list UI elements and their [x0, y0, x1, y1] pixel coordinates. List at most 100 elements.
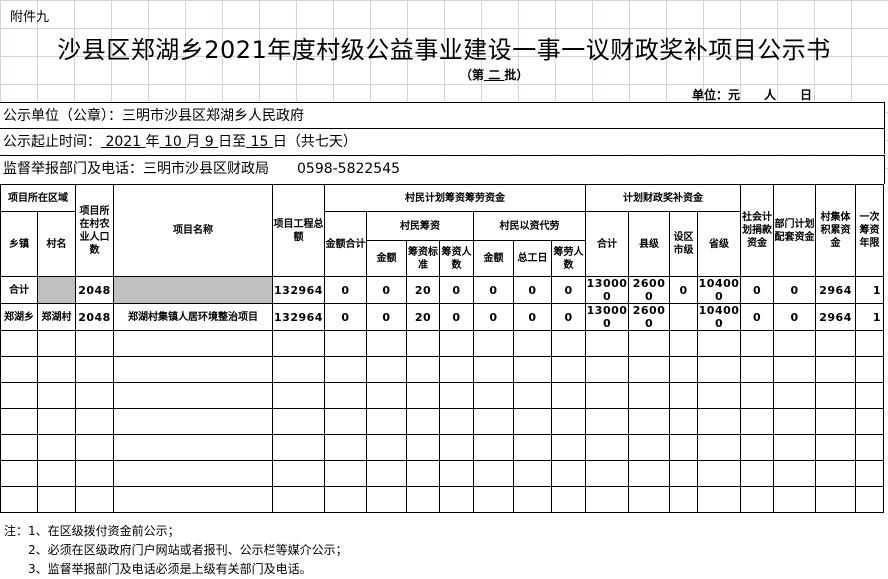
empty-row — [0, 408, 885, 435]
cell-city: 0 — [669, 276, 699, 304]
empty-cell — [272, 408, 325, 435]
empty-cell — [669, 382, 699, 409]
empty-cell — [550, 434, 587, 461]
header-villager-funds: 村民计划筹资筹劳资金 — [323, 184, 587, 212]
empty-cell — [815, 460, 857, 487]
cell-town: 郑湖乡 — [0, 303, 38, 331]
empty-cell — [855, 460, 885, 487]
empty-cell — [550, 460, 587, 487]
empty-cell — [628, 330, 671, 357]
empty-cell — [113, 460, 273, 487]
empty-cell — [37, 382, 76, 409]
cell-years: 1 — [855, 276, 885, 304]
empty-cell — [75, 486, 114, 513]
empty-cell — [740, 330, 775, 357]
header-total: 项目工程总额 — [272, 184, 325, 277]
empty-cell — [697, 460, 742, 487]
empty-cell — [406, 356, 440, 383]
cell-village: 郑湖村 — [37, 303, 76, 331]
cell-population: 2048 — [75, 303, 114, 331]
empty-cell — [37, 434, 76, 461]
cell-city — [669, 303, 699, 331]
empty-row — [0, 330, 885, 357]
header-raise-standard: 筹资标准 — [406, 240, 440, 277]
header-collective: 村集体积累资金 — [815, 184, 857, 277]
header-labor: 村民以资代劳 — [472, 211, 587, 241]
empty-cell — [75, 382, 114, 409]
header-labor-amount: 金额 — [473, 240, 514, 277]
header-raise-amount: 金额 — [366, 240, 407, 277]
empty-cell — [815, 408, 857, 435]
empty-cell — [513, 356, 552, 383]
header-raise-people: 筹资人数 — [439, 240, 474, 277]
header-labor-days: 总工日 — [513, 240, 552, 277]
empty-cell — [366, 486, 407, 513]
empty-cell — [324, 356, 367, 383]
publisher-line: 公示单位（公章）：三明市沙县区郑湖乡人民政府 — [0, 102, 885, 128]
header-town: 乡镇 — [0, 211, 38, 277]
empty-cell — [439, 408, 474, 435]
empty-cell — [37, 408, 76, 435]
header-labor-people: 筹劳人数 — [550, 240, 587, 277]
cell-county: 26000 — [628, 303, 671, 331]
empty-cell — [37, 330, 76, 357]
empty-cell — [697, 330, 742, 357]
empty-cell — [406, 434, 440, 461]
empty-cell — [740, 408, 775, 435]
empty-cell — [697, 382, 742, 409]
empty-cell — [406, 382, 440, 409]
empty-cell — [585, 434, 630, 461]
empty-cell — [406, 460, 440, 487]
empty-cell — [0, 408, 38, 435]
header-province: 省级 — [697, 211, 742, 277]
empty-cell — [628, 408, 671, 435]
cell-l-amount: 0 — [473, 276, 514, 304]
empty-cell — [773, 486, 817, 513]
cell-r-amount: 0 — [366, 276, 407, 304]
empty-cell — [740, 460, 775, 487]
empty-cell — [75, 434, 114, 461]
empty-cell — [628, 486, 671, 513]
empty-cell — [324, 460, 367, 487]
empty-cell — [366, 460, 407, 487]
empty-row — [0, 382, 885, 409]
cell-amount-total: 0 — [324, 303, 367, 331]
empty-cell — [439, 382, 474, 409]
empty-cell — [740, 486, 775, 513]
note-3: 3、监督举报部门及电话必须是上级有关部门及电话。 — [4, 562, 312, 576]
empty-cell — [855, 356, 885, 383]
cell-l-days: 0 — [513, 276, 552, 304]
empty-cell — [113, 330, 273, 357]
empty-cell — [0, 434, 38, 461]
header-villager-raise: 村民筹资 — [366, 211, 474, 241]
empty-cell — [324, 486, 367, 513]
empty-cell — [439, 434, 474, 461]
empty-cell — [550, 382, 587, 409]
empty-cell — [697, 356, 742, 383]
supervisor-line: 监督举报部门及电话：三明市沙县区财政局 0598-5822545 — [0, 155, 885, 184]
empty-cell — [697, 486, 742, 513]
attachment-label: 附件九 — [10, 10, 50, 25]
cell-population: 2048 — [75, 276, 114, 304]
empty-cell — [75, 460, 114, 487]
empty-cell — [669, 330, 699, 357]
empty-cell — [669, 434, 699, 461]
empty-cell — [815, 330, 857, 357]
header-county: 县级 — [628, 211, 671, 277]
cell-l-people: 0 — [550, 303, 587, 331]
empty-cell — [406, 486, 440, 513]
empty-cell — [75, 408, 114, 435]
empty-cell — [439, 356, 474, 383]
empty-cell — [473, 330, 514, 357]
empty-cell — [272, 486, 325, 513]
cell-social: 0 — [740, 303, 775, 331]
table-row: 郑湖乡 郑湖村 2048 郑湖村集镇人居环境整治项目 132964 0 0 20 0 0 0 0 130… — [0, 303, 885, 331]
project-table: 项目所在区域 项目所在村农业人口数 项目名称 项目工程总额 村民计划筹资筹劳资金… — [0, 184, 885, 513]
empty-cell — [366, 356, 407, 383]
cell-name: 郑湖村集镇人居环境整治项目 — [113, 303, 273, 331]
table-row: 合计 2048 132964 0 0 20 0 0 0 0 130000 26000 0 104000 0 0… — [0, 276, 885, 304]
empty-cell — [366, 330, 407, 357]
empty-cell — [628, 460, 671, 487]
empty-cell — [513, 330, 552, 357]
empty-cell — [473, 356, 514, 383]
